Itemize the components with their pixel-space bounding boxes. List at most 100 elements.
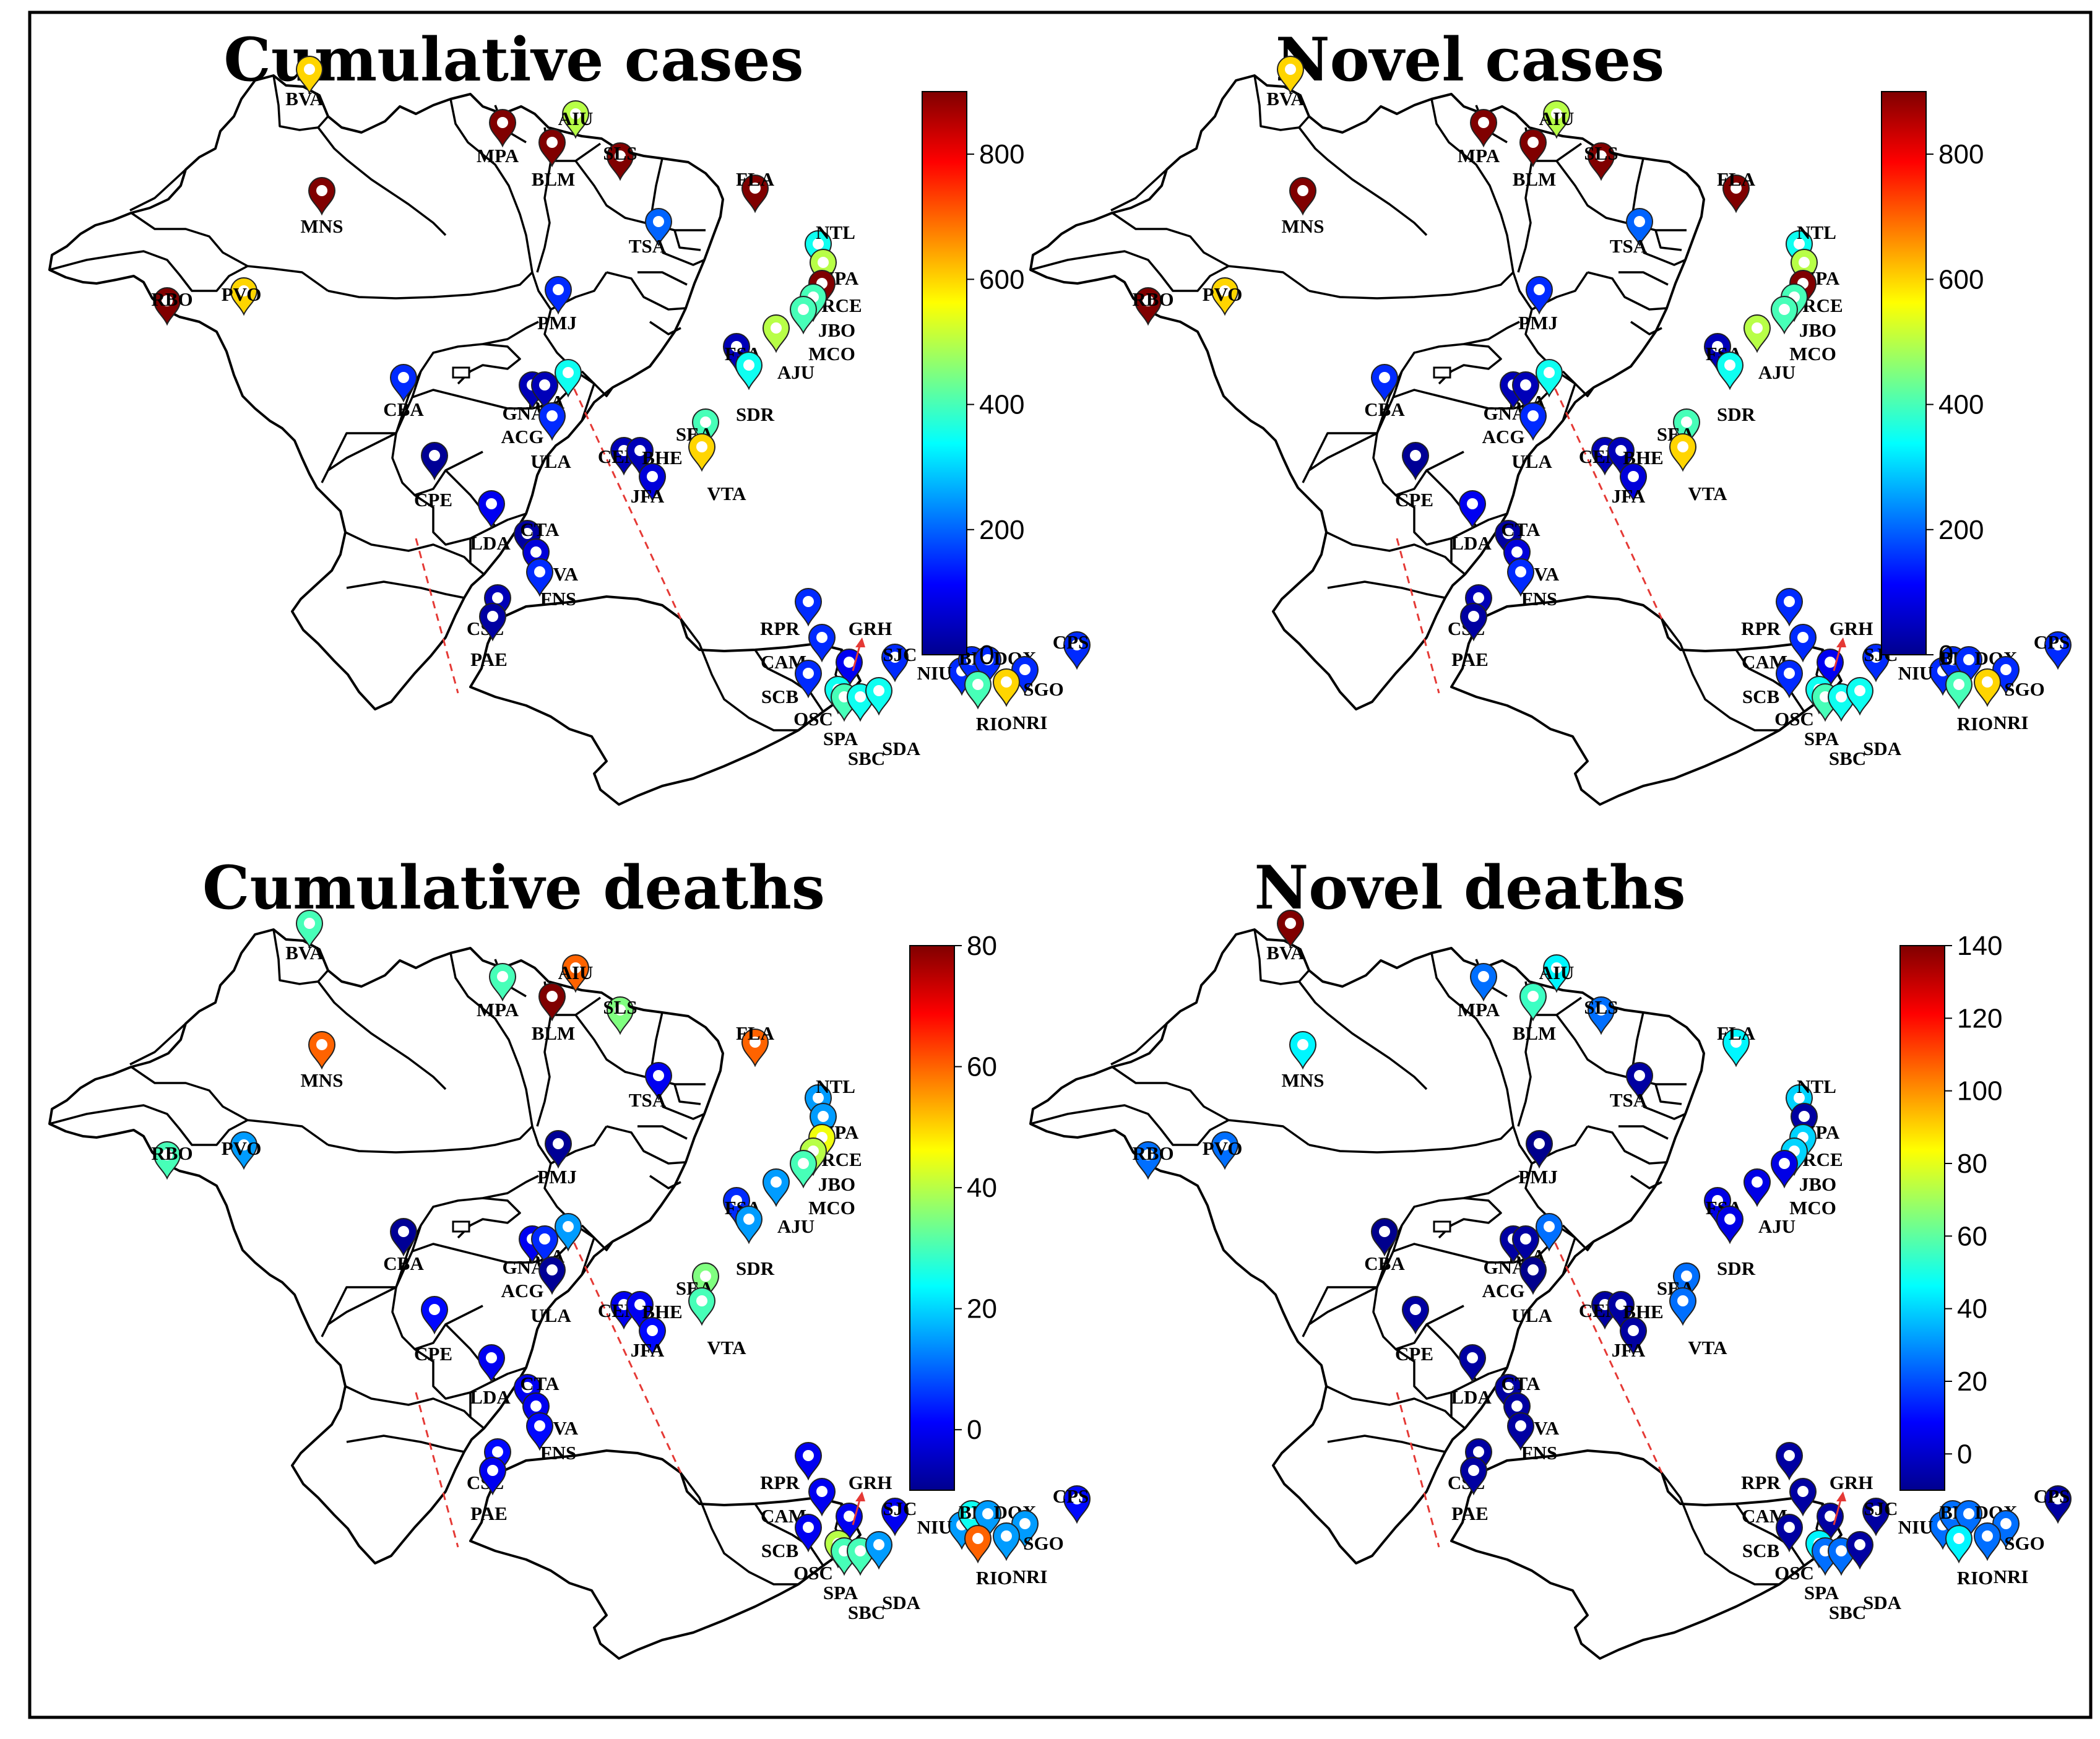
city-label-rce: RCE [821,295,862,316]
city-label-sgo: SGO [2004,1532,2044,1554]
city-label-acg: ACG [1482,1280,1525,1301]
city-label-jfa: JFA [1612,485,1646,507]
marker-rio [964,1525,992,1563]
grh-arrowhead [855,1491,865,1501]
marker-vta [688,433,715,471]
city-label-ula: ULA [1511,451,1552,472]
city-label-nri: NRI [1994,712,2029,733]
city-label-aiu: AIU [558,962,594,983]
colorbar-tick-label: 400 [1938,390,1984,420]
city-label-sgo: SGO [1023,1532,1063,1554]
city-label-fla: FLA [736,168,775,190]
city-label-cba: CBA [383,1253,424,1274]
city-label-blm: BLM [532,168,576,190]
marker-mco [1771,296,1798,334]
marker-sda [1846,1531,1873,1569]
city-label-fns: FNS [1521,588,1558,610]
city-label-rpr: RPR [1741,1472,1781,1493]
city-label-rce: RCE [821,1149,862,1170]
colorbar-tick-label: 200 [1938,515,1984,545]
city-label-sls: SLS [1584,996,1618,1018]
city-label-fla: FLA [736,1022,775,1044]
city-label-pvo: PVO [222,283,262,305]
city-label-cpe: CPE [1395,489,1433,511]
city-label-tsa: TSA [629,235,667,257]
panel-novel-cases: Novel cases BVA MPA AIU BLM SLS MNS FLA TSA NTL J… [1029,25,2072,806]
marker-sda [865,677,892,715]
city-label-mco: MCO [808,1197,855,1219]
city-label-pae: PAE [470,1503,508,1524]
city-label-grh: GRH [1830,618,1873,639]
marker-mco [1771,1150,1798,1188]
city-label-ntl: NTL [1797,222,1836,243]
city-label-gna: GNA [503,402,546,424]
city-label-gna: GNA [1484,1256,1527,1278]
city-label-sbc: SBC [1829,748,1866,769]
city-label-acg: ACG [501,426,544,447]
city-label-aju: AJU [777,361,815,383]
colorbar-tick-label: 140 [1957,931,2002,961]
city-markers: BVAMPAAIUBLMSLSMNSFLATSANTLJPARCEJBOMCOA… [151,910,1091,1623]
city-label-lda: LDA [470,1386,511,1408]
city-label-acg: ACG [1482,426,1525,447]
panel-novel-deaths: Novel deaths BVA MPA AIU BLM SLS MNS FLA TSA NTL… [1029,853,2072,1660]
city-label-aju: AJU [777,1215,815,1237]
city-label-cps: CPS [1053,631,1089,653]
city-label-mns: MNS [1282,215,1324,237]
marker-aju [763,314,790,352]
marker-nri [1974,668,2001,706]
city-label-spa: SPA [1804,1582,1839,1603]
city-label-fla: FLA [1717,168,1756,190]
city-label-aiu: AIU [1539,108,1575,129]
city-label-fns: FNS [1521,1442,1558,1464]
colorbar-tick-label: 0 [1957,1439,1972,1469]
colorbar-tick-label: 60 [1957,1221,1987,1251]
marker-sdr [1716,1206,1744,1243]
panel-title: Novel cases [1276,25,1664,95]
city-label-sbc: SBC [848,1602,885,1623]
city-label-nri: NRI [1994,1566,2029,1587]
city-label-sdr: SDR [1717,403,1756,425]
city-label-cba: CBA [383,399,424,420]
colorbar-tick-label: 0 [1938,640,1953,670]
city-label-niu: NIU [1898,1516,1934,1538]
city-label-pvo: PVO [222,1137,262,1159]
colorbar: 0 20 40 60 80 [909,931,997,1491]
marker-rio [964,671,992,709]
city-label-cps: CPS [2034,631,2070,653]
marker-vta [1669,1287,1696,1325]
city-label-cpe: CPE [414,489,452,511]
colorbar-tick-label: 40 [1957,1294,1987,1324]
city-label-fla: FLA [1717,1022,1756,1044]
city-label-mpa: MPA [477,145,519,166]
city-label-cpe: CPE [414,1343,452,1365]
grh-arrowhead [855,637,865,647]
city-label-rpr: RPR [1741,618,1781,639]
city-label-pae: PAE [470,649,508,670]
city-label-sls: SLS [603,142,637,164]
marker-mco [790,1150,817,1188]
city-label-nri: NRI [1013,1566,1048,1587]
city-label-jfa: JFA [631,1339,665,1361]
city-label-sda: SDA [1863,1592,1902,1613]
city-label-osc: OSC [1774,1562,1814,1584]
colorbar-tick-label: 60 [967,1052,997,1082]
city-label-scb: SCB [1742,1540,1779,1561]
colorbar-tick-label: 0 [967,1415,982,1445]
city-label-ntl: NTL [1797,1076,1836,1097]
city-markers: BVAMPAAIUBLMSLSMNSFLATSANTLJPARCEJBOMCOA… [151,56,1091,769]
city-label-rbo: RBO [1132,288,1173,310]
city-label-cba: CBA [1364,399,1405,420]
city-label-bva: BVA [1266,942,1305,964]
city-label-aiu: AIU [1539,962,1575,983]
city-label-rio: RIO [1957,1567,1994,1589]
marker-vta [1669,433,1696,471]
marker-aju [1744,314,1771,352]
city-label-tsa: TSA [1610,235,1648,257]
city-label-sls: SLS [603,996,637,1018]
city-label-pae: PAE [1451,1503,1489,1524]
colorbar-tick-label: 80 [1957,1149,1987,1179]
colorbar-tick-label: 200 [979,515,1024,545]
figure-frame [28,11,2093,1719]
city-label-grh: GRH [1830,1472,1873,1493]
